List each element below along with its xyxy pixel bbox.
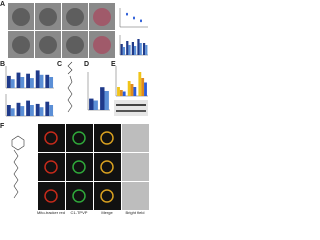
cell [39, 36, 57, 54]
bar [137, 39, 140, 55]
figure: Mito-tracker red C1-TPVP Merge Bright field… [0, 1, 149, 215]
column-label: C1-TPVP [71, 210, 88, 215]
bar [30, 105, 34, 116]
cell-signal [100, 160, 114, 174]
bar [142, 43, 146, 55]
micrograph [122, 182, 149, 210]
panel-label: C [57, 61, 62, 68]
bar [119, 90, 123, 96]
bar [133, 87, 137, 96]
bar [127, 81, 131, 96]
micrograph [66, 182, 93, 210]
column-label: Mito-tracker red [37, 210, 65, 215]
cell-signal [44, 189, 58, 203]
bar [26, 73, 30, 88]
bar [128, 45, 131, 55]
bar [100, 87, 105, 110]
bar [117, 87, 120, 96]
bar [145, 45, 148, 55]
molecule-c [67, 61, 73, 113]
point [140, 19, 142, 22]
micrograph [66, 153, 93, 181]
bar [89, 98, 94, 110]
bar [120, 44, 123, 55]
bar [20, 106, 25, 116]
cell-signal [44, 160, 58, 174]
cell-signal [44, 131, 58, 145]
bar [141, 78, 145, 96]
bar [10, 79, 15, 88]
bar [45, 101, 50, 116]
bar [49, 77, 54, 88]
cell [66, 8, 84, 26]
micrograph [66, 124, 93, 152]
bar [138, 72, 142, 96]
column-label: Merge [101, 210, 113, 215]
bar [144, 82, 147, 96]
bar [20, 77, 25, 88]
molecule-f [11, 135, 25, 199]
ring [11, 135, 25, 151]
bar [93, 100, 98, 110]
western-blot [114, 100, 148, 116]
cell-signal [100, 131, 114, 145]
bond [67, 61, 73, 75]
bar [30, 78, 34, 88]
chain [13, 149, 19, 199]
micrograph [122, 153, 149, 181]
bar [39, 107, 44, 116]
panel-label: B [0, 61, 5, 68]
bar [35, 103, 40, 116]
cell-signal [72, 131, 86, 145]
bar [131, 42, 134, 55]
micrograph [38, 153, 65, 181]
bar [49, 105, 54, 116]
panel-label: A [0, 1, 5, 8]
band [116, 104, 146, 106]
cell [12, 8, 30, 26]
micrograph [94, 153, 121, 181]
bar [26, 100, 30, 116]
panel-label: D [84, 61, 89, 68]
micrograph [94, 182, 121, 210]
bar [35, 70, 40, 88]
bar [45, 74, 50, 88]
panel-label: F [0, 123, 5, 130]
cell [93, 36, 111, 54]
cell-signal [72, 160, 86, 174]
micrograph [94, 124, 121, 152]
bar [104, 91, 109, 110]
point [133, 16, 135, 19]
point [126, 13, 128, 16]
cell-signal [72, 189, 86, 203]
cell [93, 8, 111, 26]
bar [122, 91, 126, 96]
chain [67, 75, 73, 113]
bar [39, 74, 44, 88]
bar [130, 84, 134, 96]
cell [39, 8, 57, 26]
column-label: Bright field [126, 210, 145, 215]
bar [139, 43, 142, 55]
cell [12, 36, 30, 54]
micrograph [38, 124, 65, 152]
cell [66, 36, 84, 54]
bar [126, 41, 129, 55]
bar [6, 75, 11, 88]
blot [114, 100, 148, 116]
bar [6, 105, 11, 116]
micrograph [122, 124, 149, 152]
bar [16, 72, 21, 88]
band [116, 110, 146, 112]
micrograph [38, 182, 65, 210]
panel-label: E [111, 61, 116, 68]
bar [10, 108, 15, 116]
bar [122, 47, 126, 55]
bar [134, 46, 137, 55]
cell-signal [100, 189, 114, 203]
bar [16, 102, 21, 116]
